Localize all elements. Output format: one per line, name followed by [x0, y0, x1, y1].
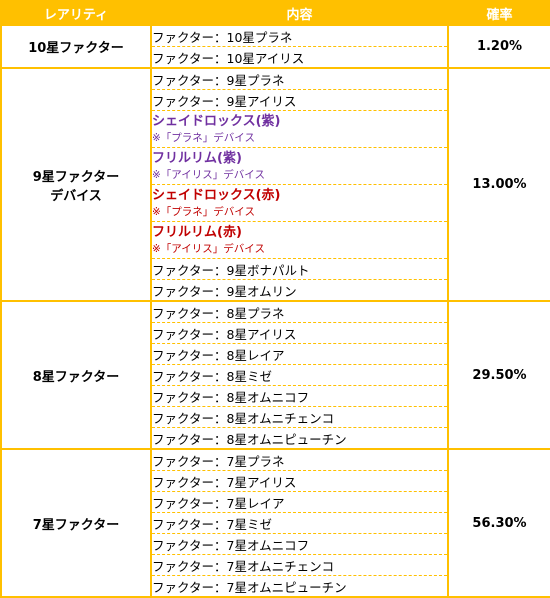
table-row: シェイドロックス(赤) ※「プラネ」デバイス: [1, 184, 550, 222]
content-cell: ファクター：8星オムニピューチン: [150, 427, 449, 450]
content-cell: ファクター：7星アイリス: [150, 470, 449, 492]
item-text: ファクター：10星プラネ: [152, 29, 293, 45]
item-text: ファクター：7星アイリス: [152, 474, 297, 490]
content-cell: ファクター：7星オムニコフ: [150, 533, 449, 555]
table-row: 7星ファクター ファクター：7星プラネ 56.30%: [0, 448, 550, 598]
item-text: ファクター：7星オムニコフ: [152, 537, 310, 553]
content-cell: ファクター：7星ミゼ: [150, 512, 449, 534]
rarity-cell: 9星ファクター デバイス: [0, 67, 152, 302]
rarity-cell: 8星ファクター: [0, 300, 152, 450]
rate-cell: 1.20%: [447, 24, 550, 69]
rarity-label: 10星ファクター: [28, 41, 124, 56]
rarity-cell: 7星ファクター: [0, 448, 152, 598]
device-name: シェイドロックス(紫): [152, 114, 281, 129]
table-row: ファクター：8星アイリス: [1, 322, 550, 344]
header-content: 内容: [150, 0, 449, 26]
device-note: ※「プラネ」デバイス: [152, 132, 255, 144]
item-text: ファクター：9星プラネ: [152, 72, 285, 88]
content-cell: ファクター：9星プラネ: [150, 67, 449, 90]
content-cell: ファクター：7星オムニピューチン: [150, 575, 449, 598]
content-cell: ファクター：8星プラネ: [150, 300, 449, 323]
content-cell: ファクター：8星レイア: [150, 343, 449, 365]
item-text: ファクター：7星レイア: [152, 495, 285, 511]
content-cell: ファクター：7星オムニチェンコ: [150, 554, 449, 576]
device-note: ※「アイリス」デバイス: [152, 169, 265, 181]
table-row: フリルリム(赤) ※「アイリス」デバイス: [1, 221, 550, 259]
content-cell: フリルリム(紫) ※「アイリス」デバイス: [150, 147, 449, 185]
content-cell: ファクター：10星アイリス: [150, 46, 449, 69]
item-text: ファクター：8星レイア: [152, 347, 285, 363]
item-text: ファクター：8星ミゼ: [152, 368, 272, 384]
table-row: ファクター：8星オムニチェンコ: [1, 406, 550, 428]
device-note: ※「プラネ」デバイス: [152, 206, 255, 218]
table-row: ファクター：8星レイア: [1, 343, 550, 365]
rarity-label: 9星ファクター: [32, 169, 120, 185]
rate-cell: 29.50%: [447, 300, 550, 450]
header-row: レアリティ 内容 確率: [0, 0, 550, 26]
table-row: ファクター：7星オムニチェンコ: [1, 554, 550, 576]
item-text: ファクター：8星アイリス: [152, 326, 297, 342]
device-note: ※「アイリス」デバイス: [152, 243, 265, 255]
content-cell: フリルリム(赤) ※「アイリス」デバイス: [150, 221, 449, 259]
item-text: ファクター：9星オムリン: [152, 283, 297, 299]
content-cell: ファクター：7星レイア: [150, 491, 449, 513]
content-cell: ファクター：8星オムニコフ: [150, 385, 449, 407]
rarity-label: 8星ファクター: [32, 369, 120, 385]
table-row: 10星ファクター ファクター：10星プラネ 1.20%: [0, 24, 550, 69]
rate-cell: 13.00%: [447, 67, 550, 302]
content-cell: ファクター：8星ミゼ: [150, 364, 449, 386]
content-cell: ファクター：9星アイリス: [150, 89, 449, 111]
device-name: シェイドロックス(赤): [152, 188, 281, 203]
item-text: ファクター：7星プラネ: [152, 453, 285, 469]
content-cell: ファクター：8星アイリス: [150, 322, 449, 344]
device-name: フリルリム(赤): [152, 225, 242, 240]
content-cell: シェイドロックス(紫) ※「プラネ」デバイス: [150, 110, 449, 148]
content-cell: シェイドロックス(赤) ※「プラネ」デバイス: [150, 184, 449, 222]
header-rate: 確率: [447, 0, 550, 26]
content-cell: ファクター：9星ボナパルト: [150, 258, 449, 280]
item-text: ファクター：9星アイリス: [152, 93, 297, 109]
table-row: 9星ファクター デバイス ファクター：9星プラネ 13.00%: [0, 67, 550, 302]
item-text: ファクター：8星オムニコフ: [152, 389, 310, 405]
content-cell: ファクター：8星オムニチェンコ: [150, 406, 449, 428]
rate-cell: 56.30%: [447, 448, 550, 598]
rarity-label: 7星ファクター: [32, 517, 120, 533]
table-row: ファクター：9星ボナパルト: [1, 258, 550, 280]
item-text: ファクター：7星オムニチェンコ: [152, 558, 335, 574]
rarity-cell: 10星ファクター: [0, 24, 152, 69]
table-row: フリルリム(紫) ※「アイリス」デバイス: [1, 147, 550, 185]
content-cell: ファクター：7星プラネ: [150, 448, 449, 471]
item-text: ファクター：7星ミゼ: [152, 516, 272, 532]
table-row: 8星ファクター ファクター：8星プラネ 29.50%: [0, 300, 550, 450]
header-rarity: レアリティ: [0, 0, 152, 26]
item-text: ファクター：7星オムニピューチン: [152, 579, 347, 595]
content-cell: ファクター：10星プラネ: [150, 24, 449, 47]
rarity-label: デバイス: [50, 188, 102, 204]
table-row: ファクター：8星オムニピューチン: [1, 427, 550, 450]
item-text: ファクター：8星オムニチェンコ: [152, 410, 335, 426]
content-cell: ファクター：9星オムリン: [150, 279, 449, 302]
item-text: ファクター：8星プラネ: [152, 305, 285, 321]
table-body: 10星ファクター ファクター：10星プラネ 1.20% ファクター：10星アイリス 9星…: [0, 24, 550, 598]
item-text: ファクター：9星ボナパルト: [152, 262, 310, 278]
device-name: フリルリム(紫): [152, 151, 242, 166]
item-text: ファクター：8星オムニピューチン: [152, 431, 347, 447]
item-text: ファクター：10星アイリス: [152, 50, 305, 66]
